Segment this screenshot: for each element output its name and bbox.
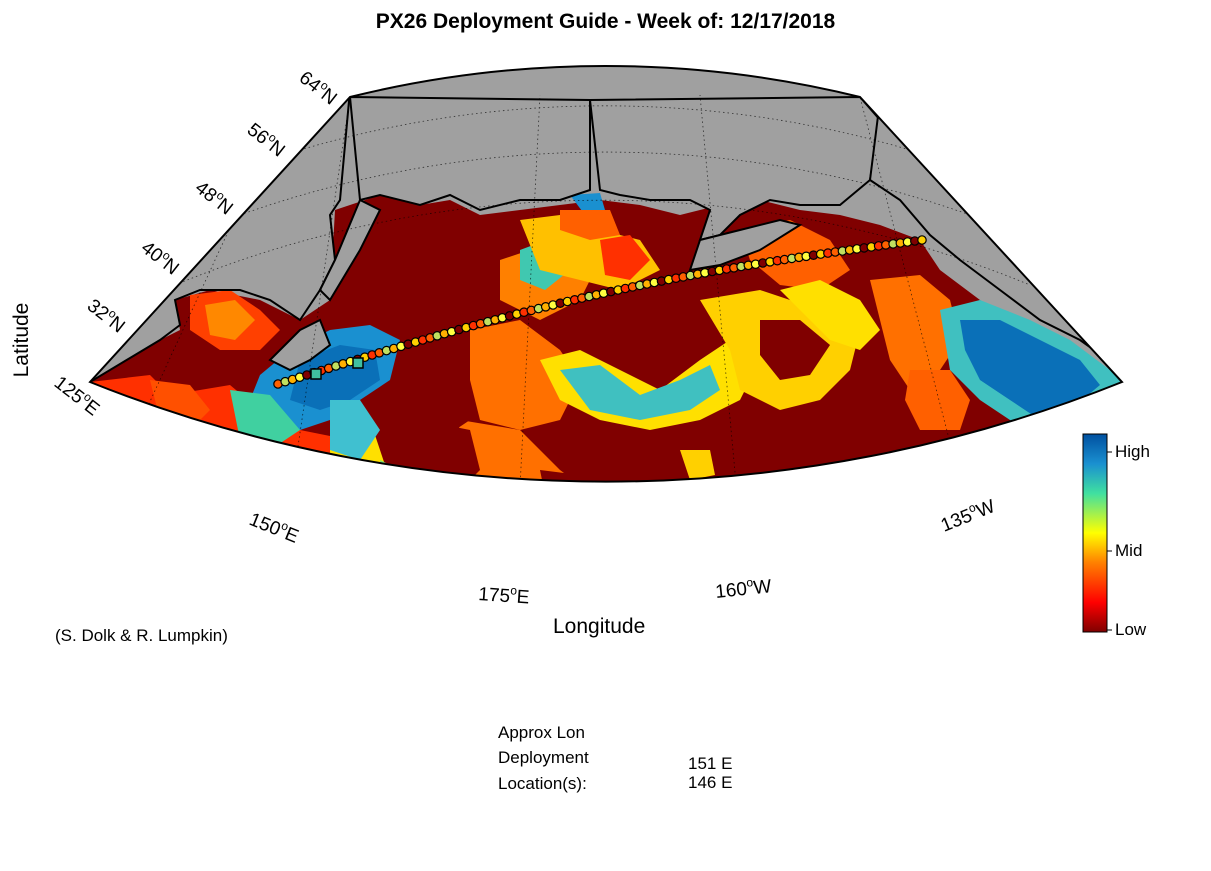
- deployment-marker: [352, 357, 364, 369]
- credit-text: (S. Dolk & R. Lumpkin): [55, 626, 228, 645]
- colorbar-mid-label: Mid: [1115, 541, 1143, 560]
- deployment-label: Deployment: [498, 748, 589, 767]
- lat-tick-32: 32oN: [83, 293, 131, 338]
- deployment-marker: [310, 368, 322, 380]
- map-frame: [88, 65, 1124, 483]
- lon-tick-160w: 160oW: [714, 573, 773, 603]
- chart-title: PX26 Deployment Guide - Week of: 12/17/2…: [375, 10, 836, 33]
- deployment-value-1: 151 E: [688, 754, 733, 773]
- lon-tick-150e: 150oE: [246, 506, 302, 547]
- deployment-value-2: 146 E: [688, 773, 733, 792]
- lon-tick-135w: 135oW: [937, 493, 998, 536]
- xbt-track: [273, 235, 927, 389]
- graticule: [129, 94, 1031, 482]
- lat-tick-48: 48oN: [191, 175, 239, 220]
- y-axis-label: Latitude: [10, 302, 33, 378]
- deployment-location-label: Location(s):: [498, 774, 587, 793]
- track-point: [917, 235, 927, 245]
- deployment-header: Approx Lon: [498, 723, 585, 742]
- x-axis-label: Longitude: [553, 615, 646, 638]
- lon-tick-175e: 175oE: [478, 581, 531, 609]
- lat-tick-40: 40oN: [137, 235, 185, 280]
- colorbar-high-label: High: [1115, 442, 1150, 461]
- lat-tick-64: 64oN: [295, 65, 343, 110]
- colorbar-low-label: Low: [1115, 620, 1147, 639]
- colorbar: [1082, 433, 1108, 633]
- lat-tick-56: 56oN: [243, 117, 291, 162]
